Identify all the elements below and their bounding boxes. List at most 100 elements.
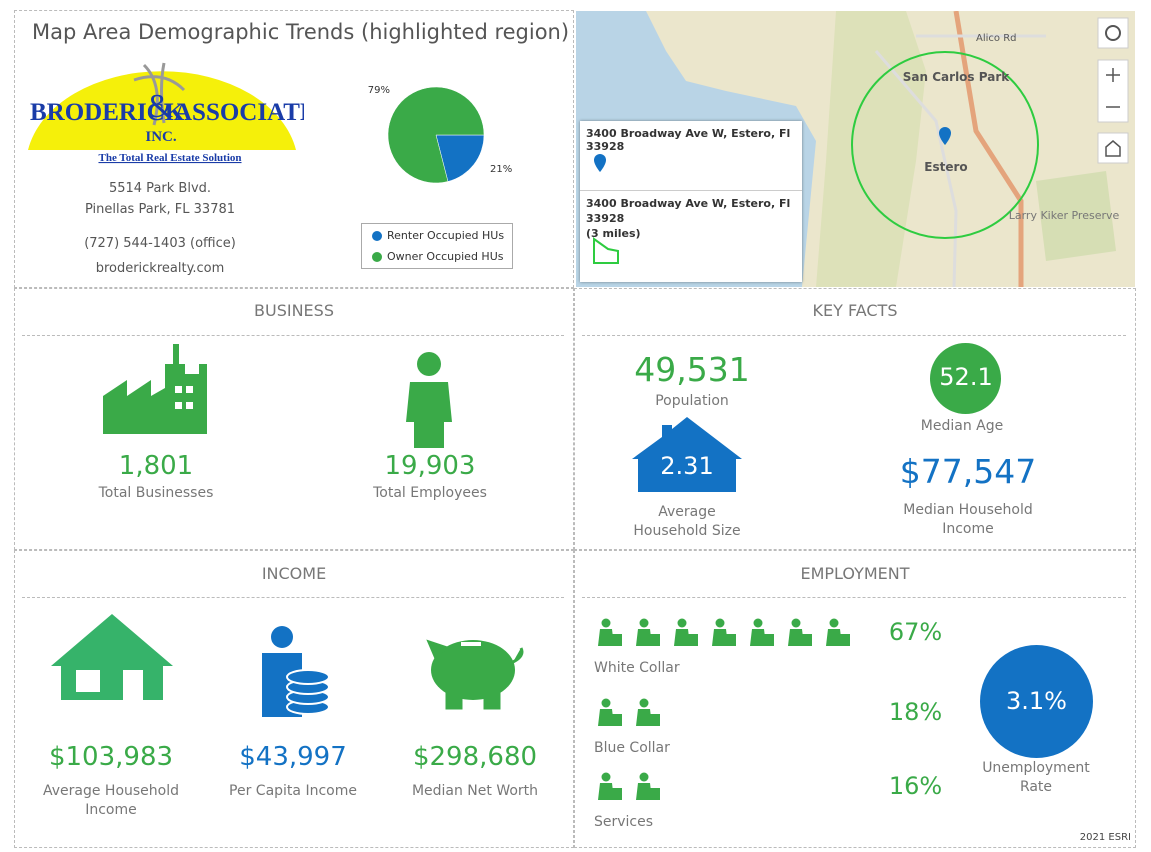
icon-head (677, 618, 687, 628)
worker-icons (598, 618, 850, 646)
worker-icon (598, 618, 622, 646)
stat-value: 19,903 (384, 451, 476, 481)
employment-label: White Collar (594, 660, 680, 676)
worker-icon (826, 618, 850, 646)
employment-percent: 18% (888, 698, 943, 726)
website: broderickrealty.com (95, 261, 225, 276)
popup-title: 3400 Broadway Ave W, Estero, Fl 33928 (586, 197, 791, 225)
stat-label: Total Businesses (98, 485, 214, 501)
divider (582, 335, 1126, 336)
section-title: BUSINESS (254, 301, 334, 320)
map-label: San Carlos Park (903, 70, 1010, 84)
section-title: KEY FACTS (812, 301, 898, 320)
panel (574, 288, 1136, 550)
worker-icon (750, 618, 774, 646)
icon-body (598, 629, 622, 646)
icon-head (753, 618, 763, 628)
icon-head (601, 698, 611, 708)
section-title: INCOME (261, 564, 327, 583)
map-label: Larry Kiker Preserve (1009, 209, 1120, 222)
person-icon (406, 352, 452, 448)
map-label: Alico Rd (976, 33, 1017, 44)
icon-body (826, 629, 850, 646)
savings-icon (262, 626, 330, 717)
legend-swatch (372, 251, 382, 262)
piggy-icon (426, 639, 524, 710)
icon-body (598, 783, 622, 800)
logo-amp: & (147, 88, 173, 125)
stat-label: Unemployment Rate (982, 760, 1090, 795)
unemployment-circle (980, 645, 1093, 758)
panel (574, 550, 1136, 848)
worker-icon (598, 772, 622, 800)
worker-icons (598, 772, 660, 800)
icon-body (788, 629, 812, 646)
logo: BRODERICK & ASSOCIATES INC. The Total Re… (28, 62, 304, 164)
stat-label: Per Capita Income (229, 783, 357, 799)
logo-inc: INC. (145, 129, 177, 145)
stat-value: 52.1 (939, 363, 993, 391)
stat-label: Population (655, 393, 729, 409)
icon-body (636, 709, 660, 726)
address: 5514 Park Blvd. Pinellas Park, FL 33781 … (60, 178, 260, 279)
icon-body (636, 629, 660, 646)
age-circle (930, 343, 1001, 414)
legend-item: Owner Occupied HUs (372, 250, 503, 263)
icon-head (639, 618, 649, 628)
worker-icons (598, 698, 660, 726)
divider (580, 190, 802, 191)
icon-head (829, 618, 839, 628)
icon-head (639, 772, 649, 782)
icon-head (601, 618, 611, 628)
employment-percent: 16% (888, 772, 943, 800)
popup-title: 3400 Broadway Ave W, Estero, Fl 33928 (3 … (586, 196, 802, 241)
legend: Renter Occupied HUs Owner Occupied HUs (361, 223, 513, 269)
icon-body (712, 629, 736, 646)
employment-percent: 67% (888, 618, 943, 646)
divider (22, 335, 564, 336)
stat-label: Median Household Income (903, 502, 1033, 537)
map-popup: 3400 Broadway Ave W, Estero, Fl 33928 34… (580, 121, 802, 282)
logo-text: ASSOCIATES (174, 99, 304, 126)
stat-label: Median Age (920, 418, 1004, 434)
divider (22, 597, 564, 598)
worker-icon (636, 618, 660, 646)
stat-value: 1,801 (118, 451, 194, 481)
stat-label: Average Household Income (42, 783, 180, 818)
address-line: 5514 Park Blvd. (108, 181, 212, 196)
worker-icon (598, 698, 622, 726)
stat-value: 2.31 (660, 452, 714, 480)
pie-slice (387, 86, 485, 184)
worker-icon (788, 618, 812, 646)
icon-head (601, 772, 611, 782)
house-icon (632, 417, 742, 492)
worker-icon (636, 698, 660, 726)
stat-label: Average Household Size (633, 504, 741, 539)
factory-icon (103, 344, 207, 434)
legend-item: Renter Occupied HUs (372, 229, 504, 242)
worker-icon (674, 618, 698, 646)
pie-label: 21% (490, 164, 512, 175)
icon-head (791, 618, 801, 628)
logo-tagline: The Total Real Estate Solution (98, 152, 241, 164)
pin-icon (594, 154, 606, 172)
pie-chart: 21% 79% (368, 85, 512, 184)
popup-subtitle: (3 miles) (586, 227, 641, 240)
legend-label: Renter Occupied HUs (387, 229, 505, 242)
pie-label: 79% (368, 85, 390, 96)
popup-title: 3400 Broadway Ave W, Estero, Fl 33928 (586, 127, 791, 153)
logo-text: BRODERICK (30, 99, 185, 126)
title: Map Area Demographic Trends (highlighted… (32, 20, 570, 44)
divider (582, 597, 1126, 598)
icon-head (715, 618, 725, 628)
worker-icon (636, 772, 660, 800)
panel (14, 550, 574, 848)
legend-swatch (372, 230, 382, 241)
address-line: Pinellas Park, FL 33781 (84, 202, 236, 217)
stat-value: $298,680 (412, 742, 538, 772)
stat-value: $77,547 (899, 452, 1037, 491)
icon-body (598, 709, 622, 726)
stat-value: 3.1% (1006, 687, 1067, 715)
icon-head (639, 698, 649, 708)
